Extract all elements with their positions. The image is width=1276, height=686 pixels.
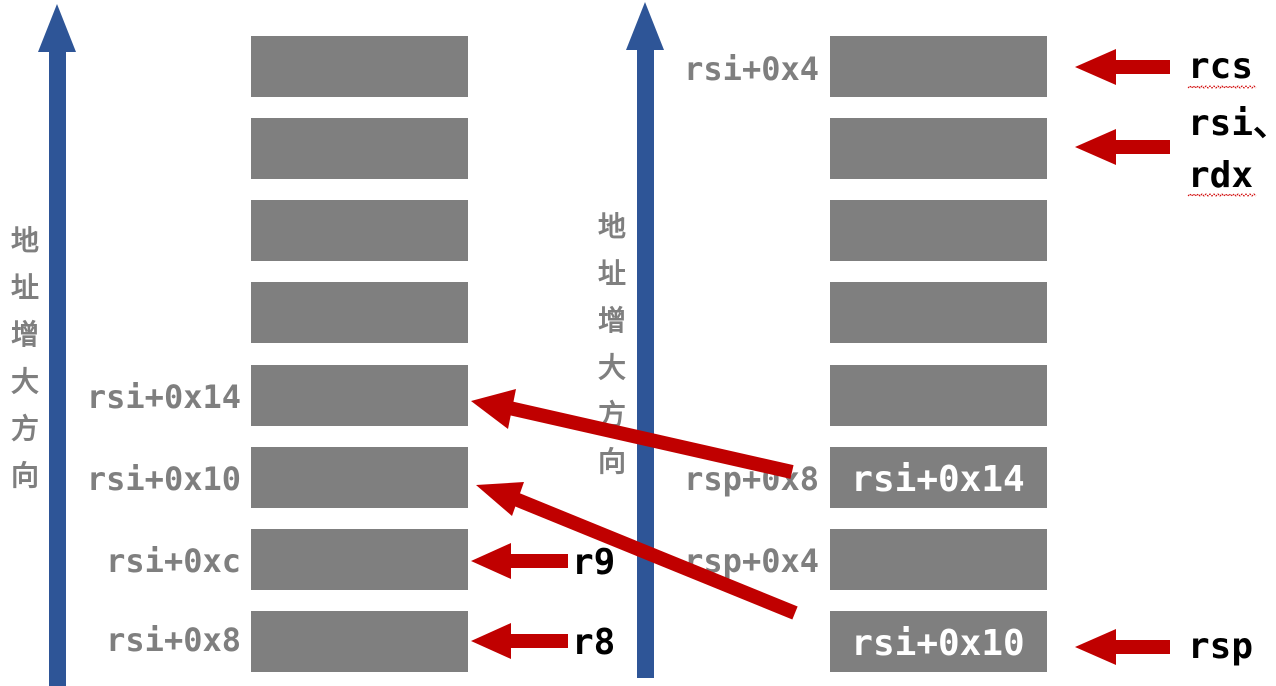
axis-label-char: 增 — [11, 318, 39, 351]
left-stack-cell — [251, 282, 468, 343]
axis-label-char: 增 — [598, 304, 626, 337]
right-address-axis — [626, 2, 664, 678]
right-stack-cell — [830, 447, 1047, 508]
right-cell-value-rsi-0x14: rsi+0x14 — [851, 459, 1024, 500]
left-stack-cell — [251, 118, 468, 179]
right-stack-cell — [830, 611, 1047, 672]
left-stack-cell — [251, 529, 468, 590]
register-r9: r9 — [572, 542, 615, 583]
left-stack — [251, 36, 468, 672]
arrow-rcs — [1075, 49, 1170, 85]
right-stack-cell — [830, 118, 1047, 179]
left-label-rsi-0x14: rsi+0x14 — [87, 378, 241, 416]
axis-label-char: 址 — [11, 271, 39, 304]
arrow-rsp-to-rsi0x10 — [476, 482, 798, 620]
right-stack-cell — [830, 200, 1047, 261]
arrow-r9 — [471, 543, 568, 579]
left-label-rsi-0xc: rsi+0xc — [106, 542, 241, 580]
axis-label-char: 向 — [11, 459, 39, 492]
axis-label-char: 大 — [11, 365, 39, 398]
axis-label-char: 向 — [598, 445, 626, 478]
axis-label-char: 大 — [598, 351, 626, 384]
arrow-rsi-rdx — [1075, 129, 1170, 165]
register-rsi: rsi、 — [1188, 103, 1276, 144]
axis-label-char: 地 — [11, 224, 39, 257]
register-rsp: rsp — [1188, 626, 1253, 667]
arrow-rsp0x8-to-rsi0x14 — [471, 389, 794, 479]
register-rdx: rdx — [1188, 155, 1253, 196]
axis-label-char: 方 — [11, 412, 39, 445]
left-stack-cell — [251, 447, 468, 508]
left-stack-cell — [251, 611, 468, 672]
register-r8: r8 — [572, 622, 615, 663]
left-stack-cell — [251, 36, 468, 97]
register-rcs: rcs — [1188, 46, 1253, 87]
left-label-rsi-0x8: rsi+0x8 — [106, 621, 241, 659]
right-stack-cell — [830, 529, 1047, 590]
left-stack-cell — [251, 200, 468, 261]
axis-label-char: 址 — [598, 257, 626, 290]
right-stack-cell — [830, 282, 1047, 343]
right-stack — [830, 36, 1047, 672]
arrow-rsp — [1075, 629, 1170, 665]
left-address-axis — [38, 4, 76, 686]
axis-label-char: 地 — [598, 210, 626, 243]
right-label-rsi-0x4: rsi+0x4 — [684, 50, 819, 88]
arrow-r8 — [471, 623, 568, 659]
left-stack-cell — [251, 365, 468, 426]
right-stack-cell — [830, 36, 1047, 97]
right-cell-value-rsi-0x10: rsi+0x10 — [851, 623, 1024, 664]
left-label-rsi-0x10: rsi+0x10 — [87, 460, 241, 498]
right-stack-cell — [830, 365, 1047, 426]
